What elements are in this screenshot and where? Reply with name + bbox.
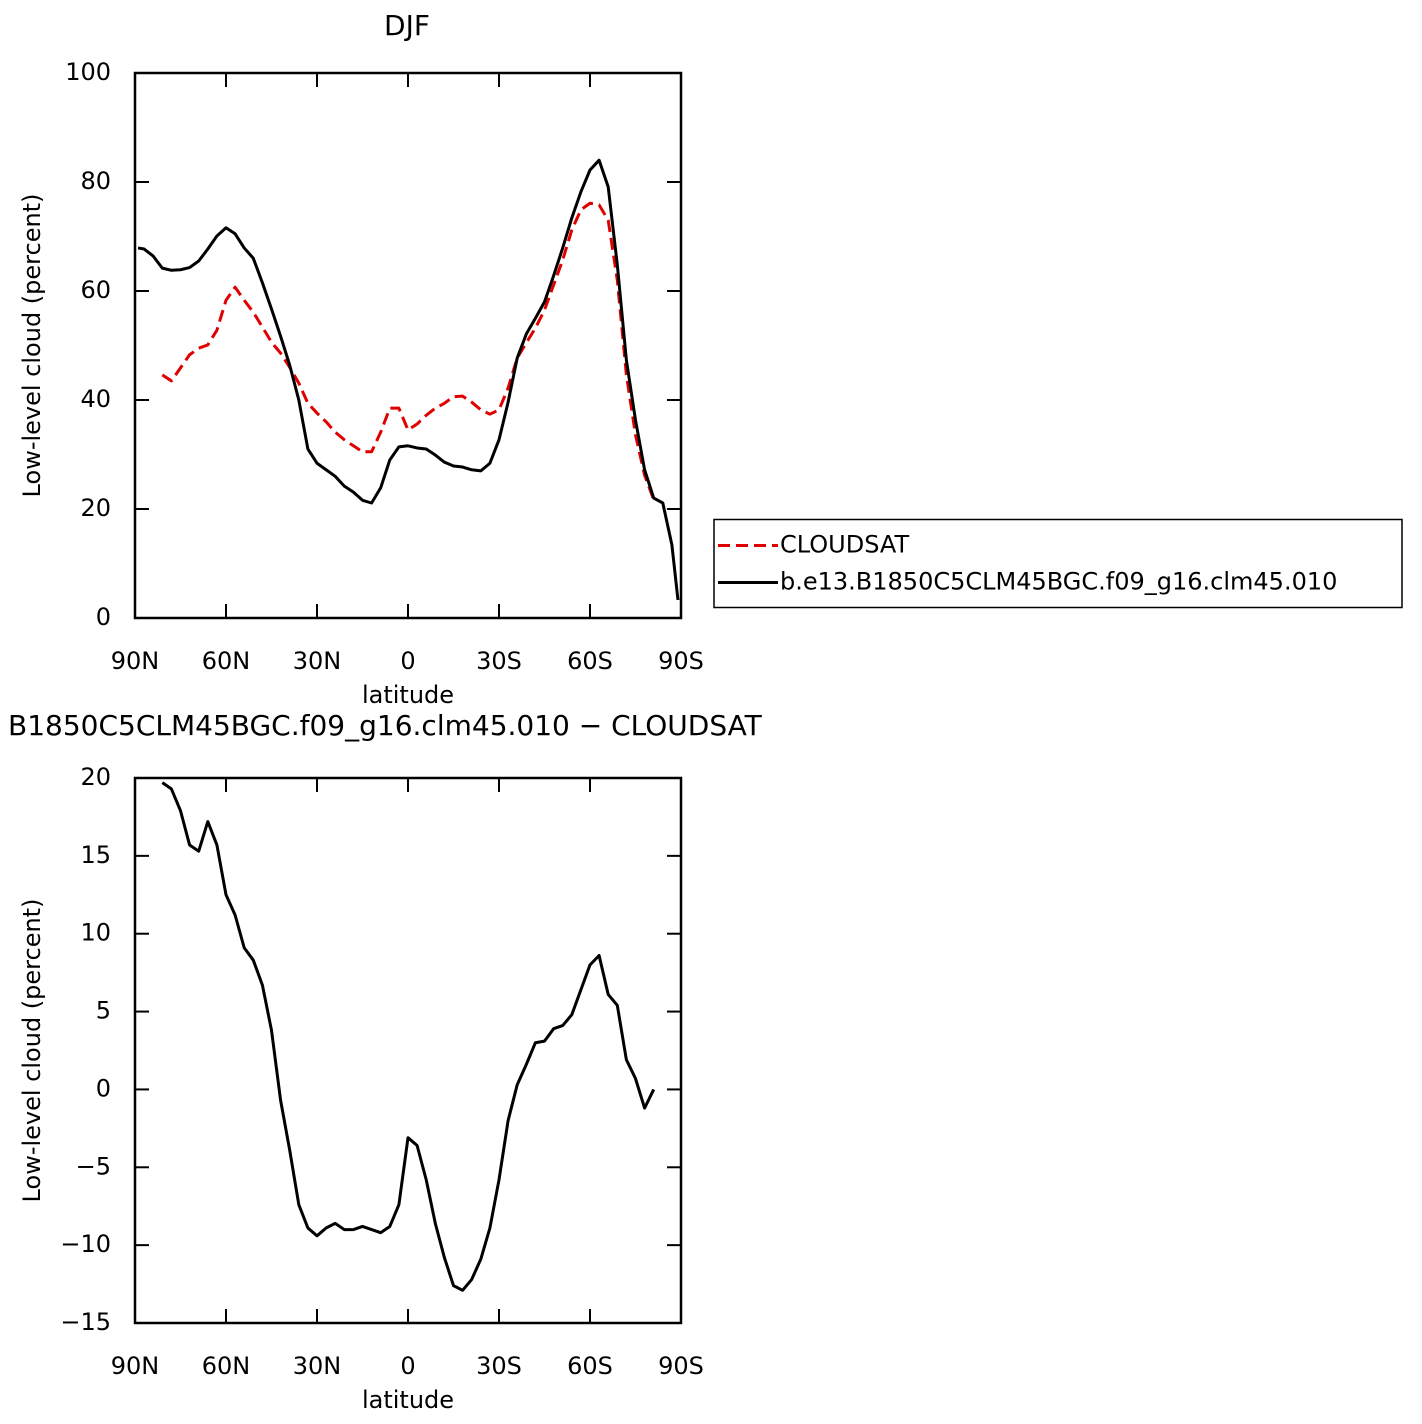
data-line	[161, 781, 656, 1292]
y-tick-label: 20	[80, 494, 111, 522]
y-tick-label: 60	[80, 276, 111, 304]
y-axis-label: Low-level cloud (percent)	[18, 899, 46, 1203]
x-tick-label: 60N	[202, 1352, 251, 1380]
data-line	[161, 201, 656, 501]
x-tick-label: 0	[400, 1352, 415, 1380]
x-tick-label: 90N	[111, 1352, 160, 1380]
legend-label: b.e13.B1850C5CLM45BGC.f09_g16.clm45.010	[780, 568, 1337, 596]
x-axis-label: latitude	[362, 1386, 454, 1414]
legend: CLOUDSAT b.e13.B1850C5CLM45BGC.f09_g16.cl…	[713, 518, 1403, 609]
plot-frame	[133, 776, 683, 1325]
x-tick-label: 0	[400, 647, 415, 675]
x-tick-label: 90S	[658, 647, 704, 675]
x-tick-label: 60S	[567, 647, 613, 675]
x-tick-label: 30N	[293, 647, 342, 675]
x-tick-label: 30S	[476, 647, 522, 675]
chart-title: DJF	[384, 9, 430, 42]
y-tick-label: −15	[60, 1308, 111, 1336]
y-tick-label: 10	[80, 919, 111, 947]
y-tick-label: 20	[80, 763, 111, 791]
y-tick-label: 40	[80, 385, 111, 413]
y-tick-label: 5	[96, 997, 111, 1025]
y-tick-label: −10	[60, 1230, 111, 1258]
chart-title: B1850C5CLM45BGC.f09_g16.clm45.010 − CLOU…	[8, 709, 763, 742]
y-tick-label: 100	[65, 58, 111, 86]
y-axis-label: Low-level cloud (percent)	[18, 194, 46, 498]
y-tick-label: 80	[80, 167, 111, 195]
y-tick-label: 0	[96, 603, 111, 631]
plot-frame	[133, 71, 683, 620]
y-tick-label: 0	[96, 1074, 111, 1102]
y-tick-label: 15	[80, 841, 111, 869]
y-tick-label: −5	[76, 1152, 111, 1180]
legend-label: CLOUDSAT	[780, 531, 909, 559]
legend-box	[713, 518, 1403, 609]
x-tick-label: 60N	[202, 647, 251, 675]
x-tick-label: 60S	[567, 1352, 613, 1380]
x-tick-label: 30S	[476, 1352, 522, 1380]
x-tick-label: 90S	[658, 1352, 704, 1380]
x-tick-label: 30N	[293, 1352, 342, 1380]
data-line	[137, 158, 680, 601]
x-axis-label: latitude	[362, 681, 454, 709]
x-tick-label: 90N	[111, 647, 160, 675]
